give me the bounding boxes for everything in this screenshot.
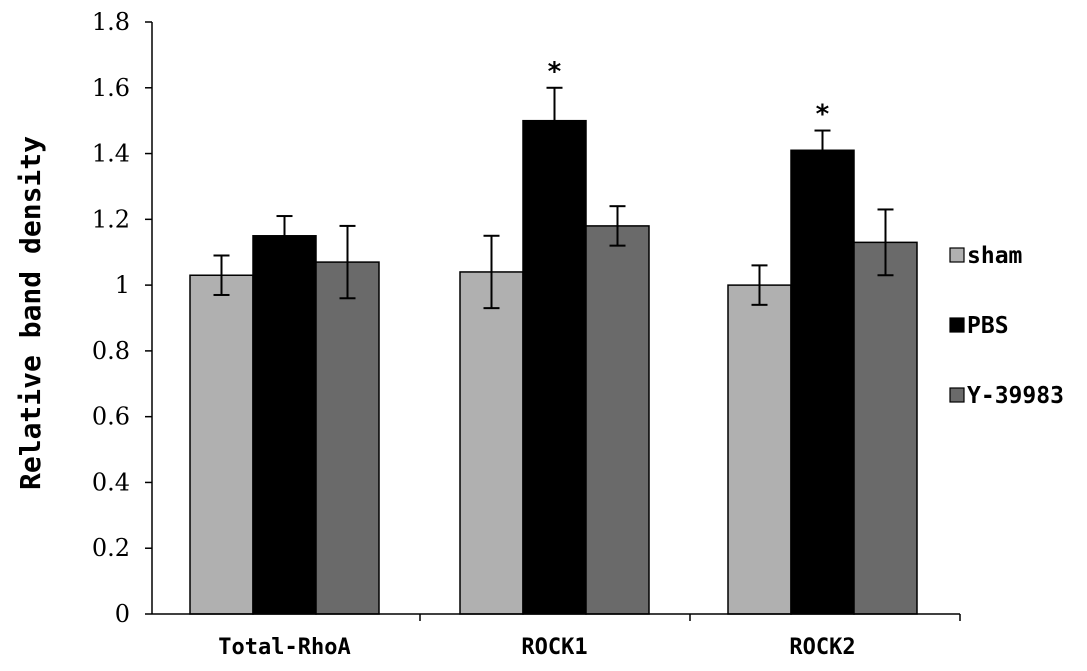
y-tick-label: 0.4	[92, 468, 130, 496]
y-tick-label: 0	[115, 600, 130, 628]
significance-marker: *	[547, 57, 563, 87]
x-tick-label: ROCK2	[789, 635, 855, 660]
legend-label: Y-39983	[967, 383, 1064, 409]
y-tick-label: 0.8	[92, 337, 130, 365]
y-tick-label: 0.2	[92, 534, 130, 562]
legend-swatch	[949, 317, 965, 333]
legend-swatch	[949, 247, 965, 263]
y-tick-label: 1.2	[92, 205, 130, 233]
legend: sham PBS Y-39983	[949, 243, 1064, 409]
x-tick-label: ROCK1	[521, 635, 587, 660]
bar	[459, 271, 524, 615]
annotations: **	[547, 57, 831, 130]
significance-marker: *	[815, 100, 831, 130]
y-axis: 0 0.2 0.4 0.6 0.8 1 1.2 1.4 1.6 1.8	[92, 8, 153, 628]
y-tick-label: 1.8	[92, 8, 130, 36]
x-axis: Total-RhoA ROCK1 ROCK2	[152, 613, 961, 660]
bar	[189, 274, 254, 615]
bar	[790, 149, 855, 615]
bar	[853, 241, 918, 615]
legend-label: PBS	[967, 313, 1009, 339]
y-tick-label: 1.6	[92, 74, 130, 102]
legend-label: sham	[967, 243, 1022, 269]
bars	[189, 86, 918, 615]
bar	[252, 235, 317, 615]
bar	[522, 119, 587, 615]
legend-swatch	[949, 387, 965, 403]
bar	[585, 225, 650, 615]
bar	[315, 261, 380, 615]
bar	[727, 284, 792, 615]
y-tick-label: 0.6	[92, 403, 130, 431]
y-tick-label: 1	[115, 271, 130, 299]
x-tick-label: Total-RhoA	[218, 635, 350, 660]
y-axis-label: Relative band density	[14, 136, 47, 490]
y-tick-label: 1.4	[92, 140, 130, 168]
